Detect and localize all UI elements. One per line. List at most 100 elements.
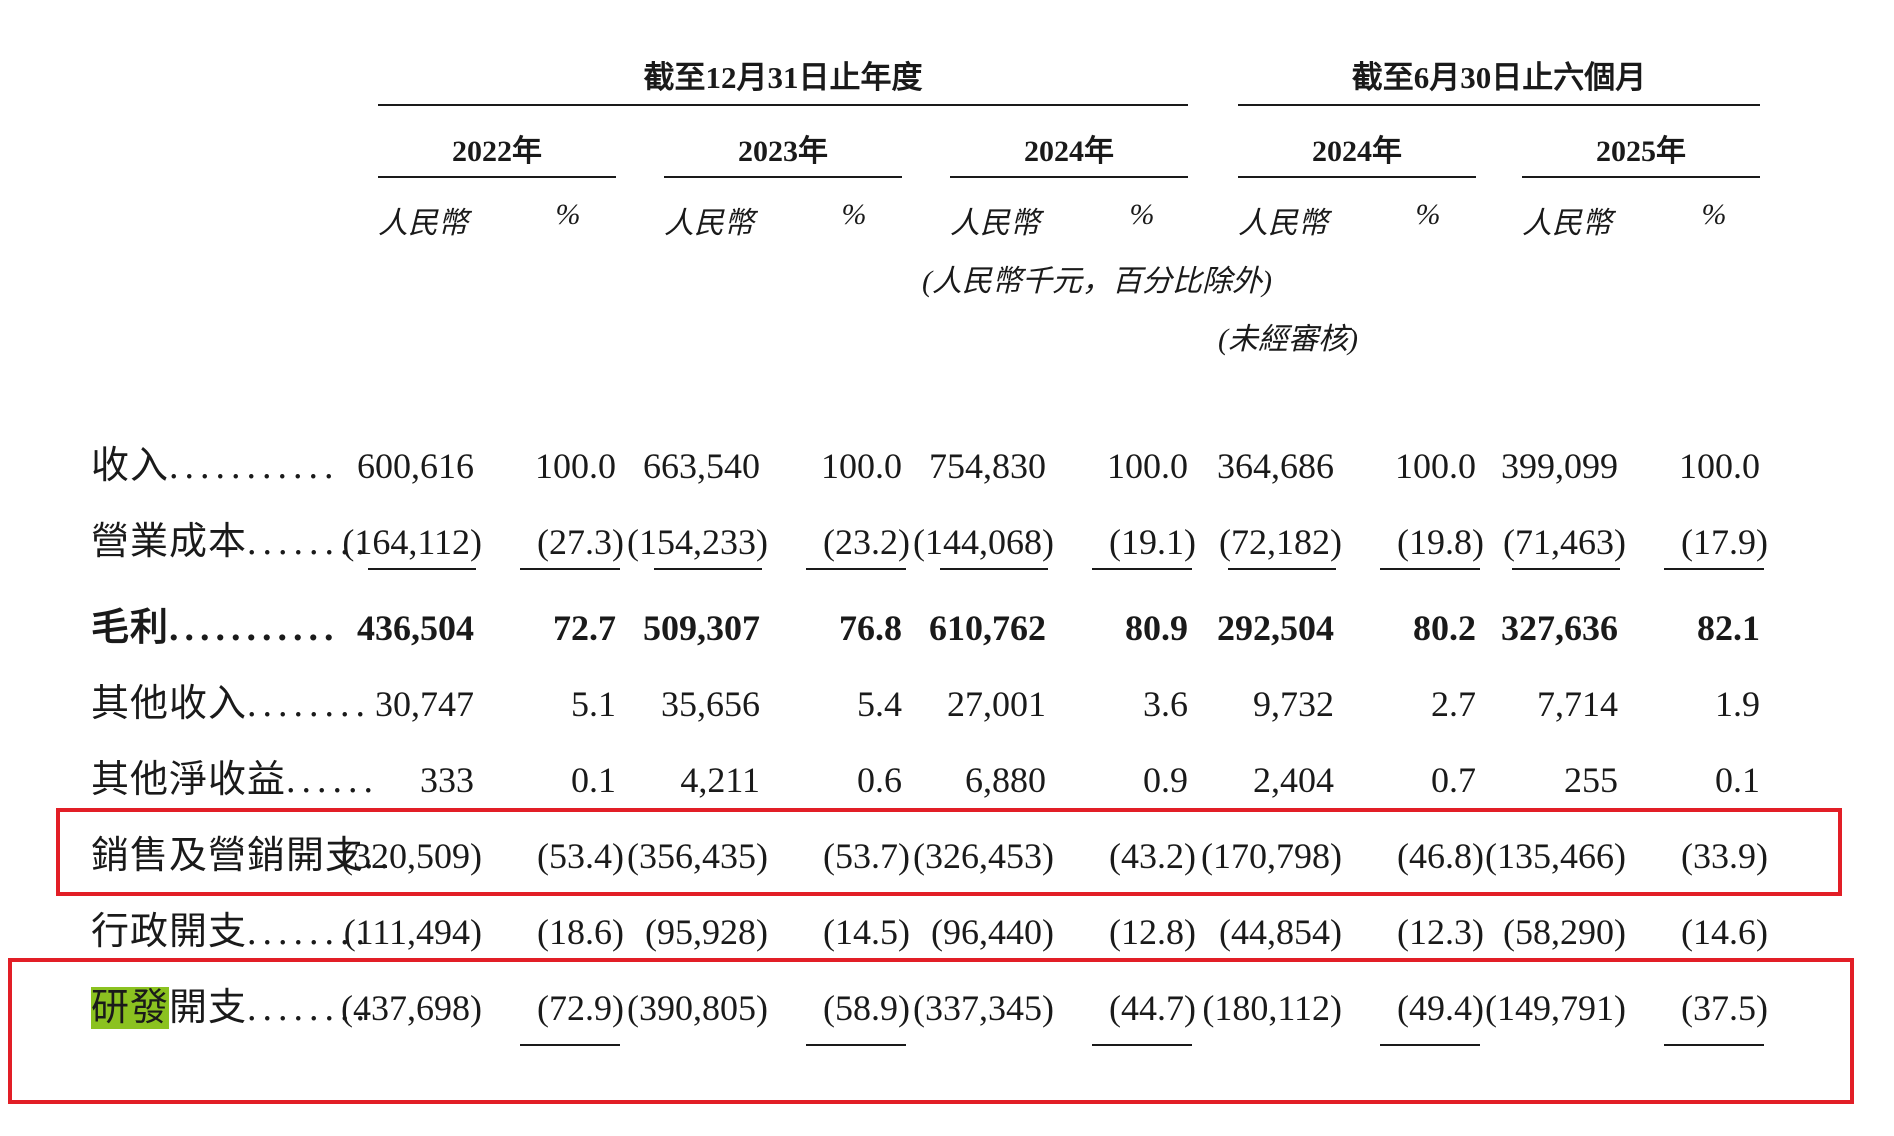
value-cell: 1.9 [1715, 684, 1760, 724]
year-rule-2022 [378, 176, 616, 178]
value-cell: (149,791) [1485, 988, 1626, 1028]
value-cell: 80.9 [1125, 608, 1188, 648]
value-cell: 610,762 [929, 608, 1046, 648]
row-label: 行政開支........ [91, 911, 372, 953]
year-rule-2025 [1522, 176, 1760, 178]
value-cell: 364,686 [1217, 446, 1334, 486]
subtotal-rule [1380, 568, 1480, 570]
value-cell: (170,798) [1201, 836, 1342, 876]
value-cell: 7,714 [1537, 684, 1618, 724]
subtotal-rule [368, 568, 476, 570]
value-cell: (390,805) [627, 988, 768, 1028]
value-cell: 76.8 [839, 608, 902, 648]
value-cell: (437,698) [341, 988, 482, 1028]
row-label: 營業成本........ [91, 521, 372, 563]
row-label: 銷售及營銷開支.. [91, 835, 396, 877]
value-cell: 6,880 [965, 760, 1046, 800]
group-rule-annual [378, 104, 1188, 106]
unit-amount-2023: 人民幣 [664, 207, 754, 240]
year-header-2024-interim: 2024年 [1312, 135, 1402, 168]
table-row-gross-profit: 毛利........... 436,504 72.7 509,307 76.8 … [0, 598, 1894, 658]
value-cell: 0.9 [1143, 760, 1188, 800]
value-cell: (320,509) [341, 836, 482, 876]
value-cell: (37.5) [1681, 988, 1768, 1028]
unit-percent-2023: % [841, 198, 867, 231]
value-cell: 0.7 [1431, 760, 1476, 800]
table-row-selling-marketing: 銷售及營銷開支.. (320,509) (53.4) (356,435) (53… [0, 826, 1894, 886]
value-cell: 100.0 [1395, 446, 1476, 486]
value-cell: 509,307 [643, 608, 760, 648]
subtotal-rule [1092, 568, 1192, 570]
value-cell: 754,830 [929, 446, 1046, 486]
value-cell: 27,001 [947, 684, 1046, 724]
value-cell: 35,656 [661, 684, 760, 724]
year-header-2023: 2023年 [738, 135, 828, 168]
value-cell: (14.5) [823, 912, 910, 952]
row-label: 毛利........... [91, 607, 340, 649]
value-cell: (19.1) [1109, 522, 1196, 562]
year-rule-2024 [950, 176, 1188, 178]
value-cell: 5.4 [857, 684, 902, 724]
value-cell: 30,747 [375, 684, 474, 724]
value-cell: (71,463) [1503, 522, 1626, 562]
unit-percent-2022: % [555, 198, 581, 231]
value-cell: 82.1 [1697, 608, 1760, 648]
value-cell: 600,616 [357, 446, 474, 486]
year-rule-2024-interim [1238, 176, 1476, 178]
table-row-other-net-gains: 其他淨收益...... 333 0.1 4,211 0.6 6,880 0.9 … [0, 750, 1894, 810]
value-cell: (23.2) [823, 522, 910, 562]
value-cell: (111,494) [343, 912, 482, 952]
year-header-2025: 2025年 [1596, 135, 1686, 168]
value-cell: 100.0 [821, 446, 902, 486]
subtotal-rule [520, 568, 620, 570]
value-cell: (135,466) [1485, 836, 1626, 876]
value-cell: 4,211 [680, 760, 760, 800]
highlight-box-selling-marketing [56, 808, 1842, 896]
value-cell: (43.2) [1109, 836, 1196, 876]
table-row-cost-of-sales: 營業成本........ (164,112) (27.3) (154,233) … [0, 512, 1894, 572]
group-title-annual: 截至12月31日止年度 [643, 60, 923, 95]
value-cell: 399,099 [1501, 446, 1618, 486]
subtotal-rule [1512, 568, 1620, 570]
value-cell: (27.3) [537, 522, 624, 562]
subtotal-rule [654, 568, 762, 570]
value-cell: 9,732 [1253, 684, 1334, 724]
table-row-revenue: 收入........... 600,616 100.0 663,540 100.… [0, 436, 1894, 496]
group-title-interim: 截至6月30日止六個月 [1351, 60, 1647, 95]
unit-amount-2025: 人民幣 [1522, 207, 1612, 240]
unit-percent-2024: % [1129, 198, 1155, 231]
value-cell: 80.2 [1413, 608, 1476, 648]
row-label: 其他收入........ [91, 683, 372, 725]
value-cell: (96,440) [931, 912, 1054, 952]
row-label: 收入........... [91, 445, 340, 487]
unit-amount-2024: 人民幣 [950, 207, 1040, 240]
value-cell: 327,636 [1501, 608, 1618, 648]
value-cell: 0.6 [857, 760, 902, 800]
value-cell: 100.0 [535, 446, 616, 486]
value-cell: 100.0 [1679, 446, 1760, 486]
subtotal-rule [1664, 1044, 1764, 1046]
table-row-other-income: 其他收入........ 30,747 5.1 35,656 5.4 27,00… [0, 674, 1894, 734]
value-cell: (72.9) [537, 988, 624, 1028]
value-cell: (14.6) [1681, 912, 1768, 952]
value-cell: (95,928) [645, 912, 768, 952]
value-cell: 255 [1564, 760, 1618, 800]
highlight-box-rd-expenses [8, 958, 1854, 1104]
value-cell: (164,112) [342, 522, 482, 562]
value-cell: (46.8) [1397, 836, 1484, 876]
subtotal-rule [520, 1044, 620, 1046]
year-header-2024: 2024年 [1024, 135, 1114, 168]
value-cell: (58.9) [823, 988, 910, 1028]
highlighted-text: 研發 [91, 987, 170, 1029]
value-cell: (58,290) [1503, 912, 1626, 952]
value-cell: (72,182) [1219, 522, 1342, 562]
subtotal-rule [1380, 1044, 1480, 1046]
subtotal-rule [806, 1044, 906, 1046]
value-cell: 0.1 [571, 760, 616, 800]
value-cell: 292,504 [1217, 608, 1334, 648]
unit-amount-2024-interim: 人民幣 [1238, 207, 1328, 240]
value-cell: (44.7) [1109, 988, 1196, 1028]
group-rule-interim [1238, 104, 1760, 106]
row-label: 其他淨收益...... [91, 759, 380, 801]
row-label: 研發開支........ [91, 987, 372, 1029]
